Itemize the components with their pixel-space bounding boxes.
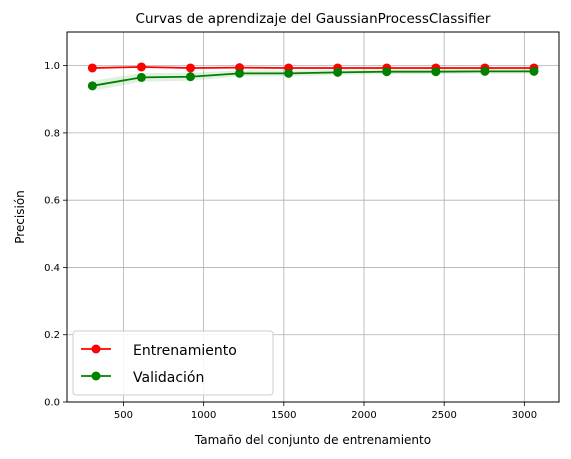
x-tick-label: 500 (114, 410, 133, 421)
x-tick-label: 2000 (351, 410, 376, 421)
legend: Entrenamiento Validación (72, 330, 274, 396)
legend-label-validacion: Validación (133, 370, 204, 386)
y-tick-label: 0.2 (44, 330, 60, 341)
point-entrenamiento (136, 62, 146, 72)
point-validacion (185, 72, 195, 82)
point-validacion (136, 72, 146, 82)
plot-frame (66, 31, 560, 403)
legend-marker-entrenamiento (91, 344, 101, 354)
point-validacion (235, 68, 245, 78)
legend-label-entrenamiento: Entrenamiento (133, 343, 237, 359)
x-tick-label: 1500 (271, 410, 296, 421)
series-points (87, 62, 539, 91)
y-tick-label: 0.0 (44, 398, 60, 409)
legend-box (72, 330, 274, 396)
point-entrenamiento (87, 63, 97, 73)
y-tick-label: 0.6 (44, 196, 60, 207)
y-axis-title: Precisión (13, 190, 27, 244)
x-tick-label: 1000 (191, 410, 216, 421)
point-validacion (431, 67, 441, 77)
x-axis-ticks: 500 1000 1500 2000 2500 3000 (114, 402, 537, 421)
point-entrenamiento (185, 63, 195, 73)
y-tick-label: 0.8 (44, 128, 60, 139)
line-validacion (92, 70, 534, 87)
y-axis-ticks: 0.0 0.2 0.4 0.6 0.8 1.0 (44, 61, 67, 409)
point-validacion (480, 66, 490, 76)
point-validacion (529, 66, 539, 76)
point-validacion (333, 67, 343, 77)
x-axis-title: Tamaño del conjunto de entrenamiento (194, 433, 431, 447)
confidence-bands (92, 66, 534, 91)
point-validacion (87, 81, 97, 91)
band-validacion (92, 69, 534, 91)
point-validacion (284, 68, 294, 78)
y-tick-label: 0.4 (44, 263, 60, 274)
x-tick-label: 2500 (431, 410, 456, 421)
line-entrenamiento (92, 66, 534, 69)
chart-title: Curvas de aprendizaje del GaussianProces… (136, 11, 491, 27)
series-lines (92, 66, 534, 87)
legend-marker-validacion (91, 371, 101, 381)
y-tick-label: 1.0 (44, 61, 60, 72)
point-validacion (382, 67, 392, 77)
x-tick-label: 3000 (512, 410, 537, 421)
